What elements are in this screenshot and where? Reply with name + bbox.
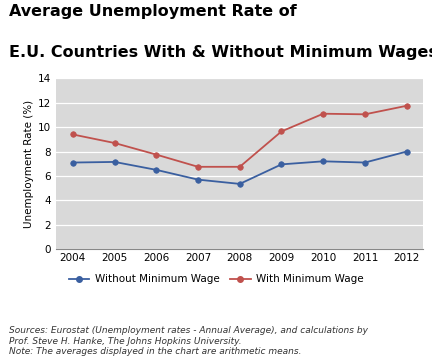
Without Minimum Wage [279,162,284,167]
With Minimum Wage [237,165,242,169]
With Minimum Wage [112,141,117,145]
With Minimum Wage [154,152,159,157]
Without Minimum Wage [112,160,117,164]
Without Minimum Wage [154,168,159,172]
Legend: Without Minimum Wage, With Minimum Wage: Without Minimum Wage, With Minimum Wage [64,270,368,288]
With Minimum Wage [279,129,284,134]
Without Minimum Wage [70,161,76,165]
Text: E.U. Countries With & Without Minimum Wages: E.U. Countries With & Without Minimum Wa… [9,44,432,59]
Line: With Minimum Wage: With Minimum Wage [70,103,410,169]
With Minimum Wage [362,112,368,116]
With Minimum Wage [195,165,200,169]
With Minimum Wage [321,111,326,116]
Text: Average Unemployment Rate of: Average Unemployment Rate of [9,4,296,19]
Without Minimum Wage [362,161,368,165]
With Minimum Wage [70,132,76,137]
Y-axis label: Unemployment Rate (%): Unemployment Rate (%) [24,100,34,228]
Text: Sources: Eurostat (Unemployment rates - Annual Average), and calculations by
Pro: Sources: Eurostat (Unemployment rates - … [9,326,368,356]
Without Minimum Wage [321,159,326,163]
Line: Without Minimum Wage: Without Minimum Wage [70,149,410,187]
With Minimum Wage [404,104,409,108]
Without Minimum Wage [195,178,200,182]
Without Minimum Wage [404,150,409,154]
Without Minimum Wage [237,182,242,186]
